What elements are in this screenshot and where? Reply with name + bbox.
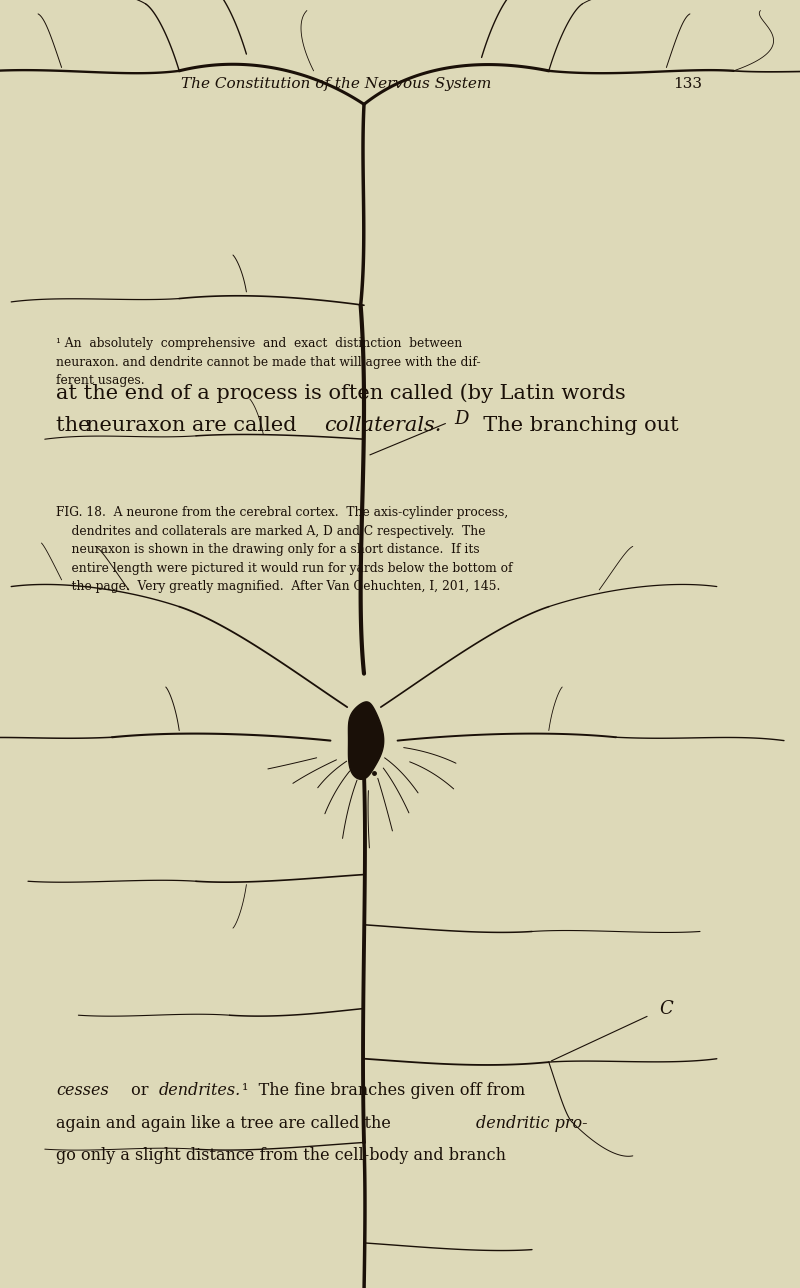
Text: D: D xyxy=(454,410,469,428)
Text: at the end of a process is often called (by Latin words: at the end of a process is often called … xyxy=(56,383,626,403)
Text: again and again like a tree are called the: again and again like a tree are called t… xyxy=(56,1114,396,1132)
Polygon shape xyxy=(349,702,384,779)
Text: collaterals.: collaterals. xyxy=(324,416,442,434)
Text: 133: 133 xyxy=(674,77,702,90)
Text: The Constitution of the Nervous System: The Constitution of the Nervous System xyxy=(181,77,491,90)
Text: C: C xyxy=(660,999,674,1018)
Text: go only a slight distance from the cell-body and branch: go only a slight distance from the cell-… xyxy=(56,1146,506,1164)
Text: dendrites.: dendrites. xyxy=(158,1082,241,1100)
Text: ¹  The fine branches given off from: ¹ The fine branches given off from xyxy=(242,1082,525,1100)
Text: The branching out: The branching out xyxy=(470,416,679,434)
Text: the: the xyxy=(56,416,97,434)
Text: neuraxon are called: neuraxon are called xyxy=(86,416,302,434)
Text: cesses: cesses xyxy=(56,1082,109,1100)
Text: ¹ An  absolutely  comprehensive  and  exact  distinction  between
neuraxon. and : ¹ An absolutely comprehensive and exact … xyxy=(56,337,481,388)
Text: dendritic pro-: dendritic pro- xyxy=(476,1114,587,1132)
Text: or: or xyxy=(126,1082,154,1100)
Text: FIG. 18.  A neurone from the cerebral cortex.  The axis-cylinder process,
    de: FIG. 18. A neurone from the cerebral cor… xyxy=(56,506,513,594)
